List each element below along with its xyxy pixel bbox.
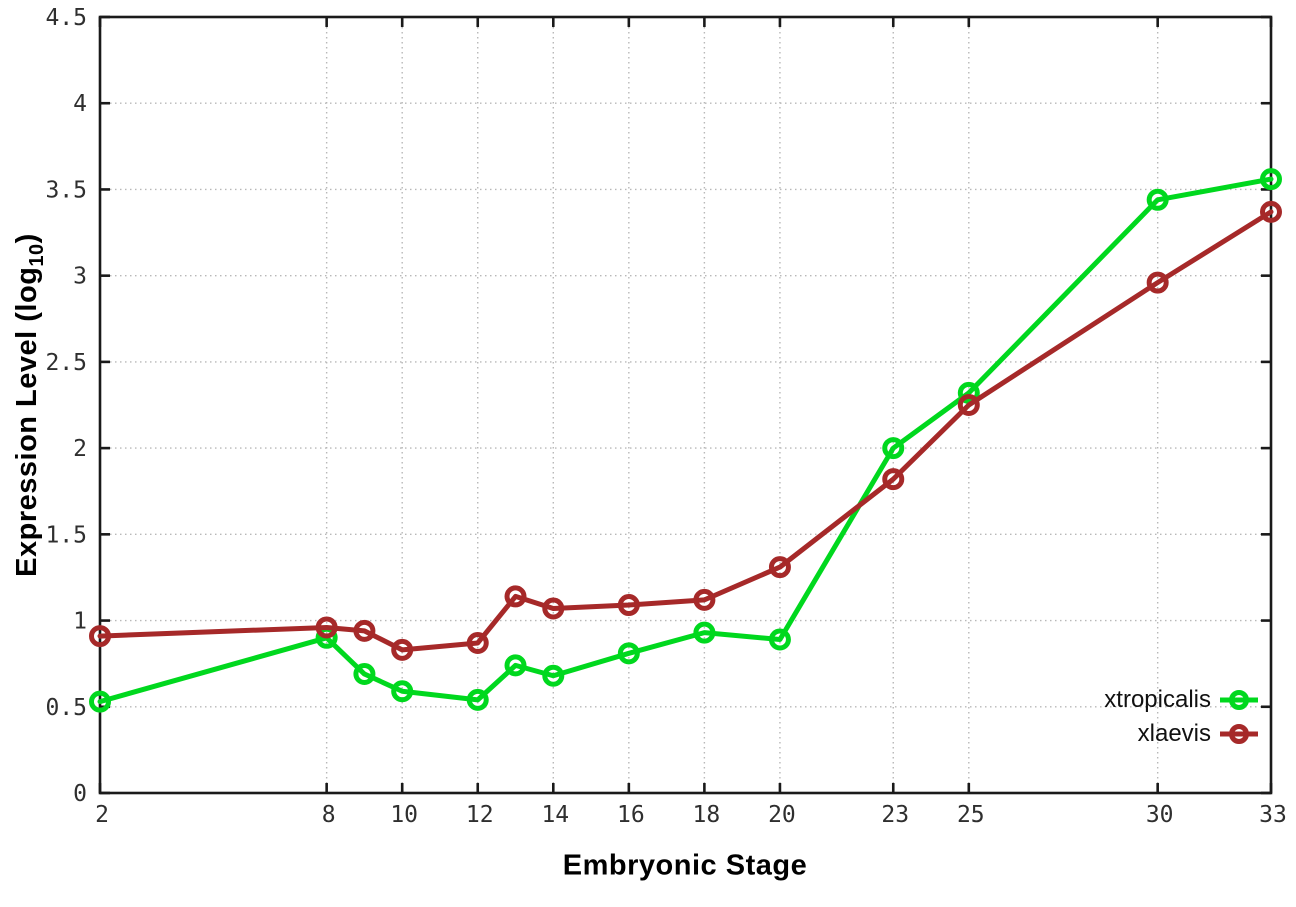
y-tick-label: 0.5 bbox=[45, 695, 87, 721]
y-axis-title-subscript: 10 bbox=[25, 243, 48, 267]
data-point-xlaevis bbox=[957, 394, 980, 416]
legend-marker-xlaevis bbox=[1220, 724, 1258, 744]
series-xtropicalis bbox=[89, 168, 1282, 713]
data-point-xlaevis bbox=[504, 585, 527, 608]
data-point-xlaevis bbox=[542, 597, 565, 620]
data-point-xlaevis bbox=[353, 619, 376, 642]
x-tick-label: 23 bbox=[881, 802, 909, 828]
data-point-xlaevis bbox=[617, 594, 640, 617]
x-tick-label: 12 bbox=[466, 802, 494, 828]
legend-marker-xtropicalis bbox=[1220, 690, 1258, 710]
data-point-xtropicalis bbox=[693, 621, 716, 644]
y-tick-label: 2.5 bbox=[45, 350, 87, 376]
legend-entry-xtropicalis: xtropicalis bbox=[1104, 684, 1258, 716]
data-point-xlaevis bbox=[391, 638, 414, 661]
axes bbox=[98, 15, 1273, 795]
data-point-xtropicalis bbox=[466, 688, 489, 711]
data-point-xtropicalis bbox=[1260, 168, 1282, 191]
legend-entry-xlaevis: xlaevis bbox=[1104, 718, 1258, 750]
y-tick-label: 0 bbox=[73, 781, 87, 807]
x-tick-label: 14 bbox=[541, 802, 569, 828]
series-line-xtropicalis bbox=[97, 176, 1274, 705]
data-point-xlaevis bbox=[315, 616, 338, 639]
data-point-xlaevis bbox=[693, 588, 716, 611]
data-point-xtropicalis bbox=[882, 437, 905, 460]
y-tick-label: 2 bbox=[73, 436, 87, 462]
data-point-xlaevis bbox=[882, 468, 905, 491]
series-xlaevis bbox=[89, 200, 1282, 661]
x-tick-label: 16 bbox=[617, 802, 645, 828]
data-point-xlaevis bbox=[1260, 200, 1282, 223]
y-axis-title: Expression Level (log10) bbox=[11, 233, 49, 577]
data-point-xtropicalis bbox=[957, 381, 980, 404]
data-point-xtropicalis bbox=[353, 663, 376, 686]
data-point-xtropicalis bbox=[542, 664, 565, 687]
y-tick-label: 1 bbox=[73, 609, 87, 635]
data-point-xtropicalis bbox=[89, 690, 111, 713]
series-line-xlaevis bbox=[97, 209, 1274, 653]
y-tick-label: 3 bbox=[73, 264, 87, 290]
data-point-xtropicalis bbox=[391, 680, 414, 703]
x-tick-label: 2 bbox=[95, 802, 109, 828]
legend-label-xtropicalis: xtropicalis bbox=[1104, 686, 1211, 713]
data-point-xlaevis bbox=[768, 556, 791, 579]
x-axis-title: Embryonic Stage bbox=[562, 849, 808, 882]
data-point-xlaevis bbox=[466, 631, 489, 654]
x-tick-label: 18 bbox=[693, 802, 721, 828]
x-tick-label: 33 bbox=[1259, 802, 1287, 828]
data-point-xlaevis bbox=[89, 625, 111, 648]
y-tick-label: 1.5 bbox=[45, 522, 87, 548]
x-tick-label: 8 bbox=[322, 802, 336, 828]
x-tick-label: 25 bbox=[957, 802, 985, 828]
gridlines bbox=[100, 17, 1271, 793]
y-axis-title-text: Expression Level (log bbox=[11, 266, 44, 577]
y-tick-label: 3.5 bbox=[45, 177, 87, 203]
data-point-xtropicalis bbox=[1146, 188, 1169, 211]
y-axis-title-suffix: ) bbox=[11, 233, 44, 244]
x-tick-label: 30 bbox=[1146, 802, 1174, 828]
legend-label-xlaevis: xlaevis bbox=[1137, 720, 1211, 747]
legend: xtropicalis xlaevis bbox=[1104, 684, 1258, 750]
data-point-xtropicalis bbox=[617, 642, 640, 665]
y-tick-label: 4 bbox=[73, 91, 87, 117]
x-tick-label: 10 bbox=[390, 802, 418, 828]
x-tick-label: 20 bbox=[768, 802, 796, 828]
y-tick-label: 4.5 bbox=[45, 5, 87, 31]
tick-labels: 2 8 10 12 14 16 18 20 23 25 30 33 0 0.5 1 1.5 2 2.5 3 3.5 4 4… bbox=[45, 5, 1286, 828]
data-point-xtropicalis bbox=[768, 628, 791, 651]
data-point-xlaevis bbox=[1146, 271, 1169, 294]
data-point-xtropicalis bbox=[504, 654, 527, 677]
